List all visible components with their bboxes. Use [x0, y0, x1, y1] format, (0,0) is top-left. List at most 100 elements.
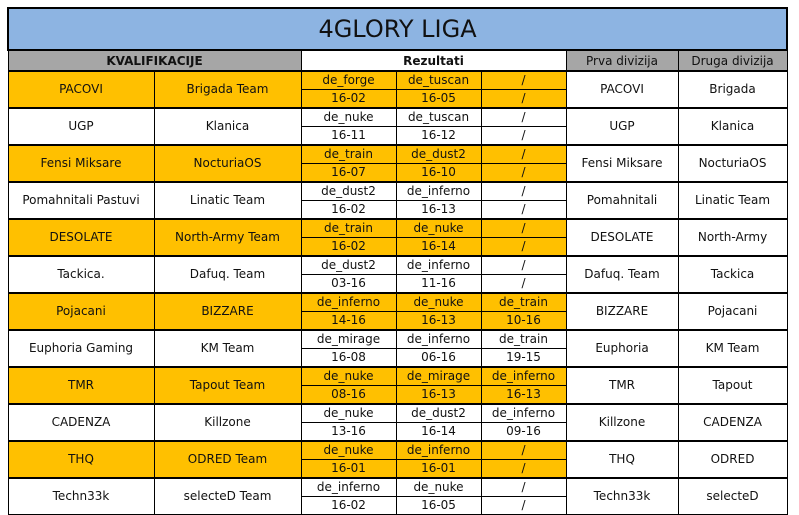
map-name: /	[480, 70, 567, 90]
header-druga-divizija: Druga divizija	[677, 49, 788, 72]
map-name: de_nuke	[300, 403, 397, 423]
map-name: de_mirage	[300, 329, 397, 349]
map-name: de_dust2	[395, 403, 482, 423]
map-score: 16-14	[395, 422, 482, 442]
header-rezultati: Rezultati	[300, 49, 567, 72]
druga-divizija-team: Linatic Team	[677, 181, 788, 220]
team-1: THQ	[7, 440, 155, 479]
map-name: de_mirage	[395, 366, 482, 386]
map-score: 16-14	[395, 237, 482, 257]
header-prva-divizija: Prva divizija	[565, 49, 679, 72]
druga-divizija-team: Klanica	[677, 107, 788, 146]
map-name: de_train	[480, 292, 567, 312]
druga-divizija-team: ODRED	[677, 440, 788, 479]
map-name: de_inferno	[395, 181, 482, 201]
map-name: de_train	[300, 144, 397, 164]
map-score: 09-16	[480, 422, 567, 442]
team-1: Fensi Miksare	[7, 144, 155, 183]
map-name: /	[480, 144, 567, 164]
map-name: de_dust2	[300, 181, 397, 201]
map-name: de_train	[300, 218, 397, 238]
map-name: de_nuke	[300, 366, 397, 386]
map-score: /	[480, 459, 567, 479]
map-score: 16-01	[395, 459, 482, 479]
map-name: /	[480, 255, 567, 275]
team-1: Pojacani	[7, 292, 155, 331]
map-name: de_nuke	[395, 477, 482, 497]
match-row: UGP Klanica de_nuke de_tuscan / UGP Klanica	[7, 107, 788, 146]
map-score: 13-16	[300, 422, 397, 442]
prva-divizija-team: BIZZARE	[565, 292, 679, 331]
map-score: 08-16	[300, 385, 397, 405]
prva-divizija-team: THQ	[565, 440, 679, 479]
map-score: 10-16	[480, 311, 567, 331]
prva-divizija-team: Fensi Miksare	[565, 144, 679, 183]
map-score: 16-13	[395, 200, 482, 220]
league-title: 4GLORY LIGA	[6, 7, 789, 51]
prva-divizija-team: Euphoria	[565, 329, 679, 368]
map-name: /	[480, 181, 567, 201]
map-score: 16-10	[395, 163, 482, 183]
match-row: CADENZA Killzone de_nuke de_dust2 de_inferno…	[7, 403, 788, 442]
druga-divizija-team: selecteD	[677, 477, 788, 515]
match-row: Pomahnitali Pastuvi Linatic Team de_dust2 d…	[7, 181, 788, 220]
map-name: de_dust2	[300, 255, 397, 275]
map-name: de_inferno	[395, 329, 482, 349]
map-score: 16-07	[300, 163, 397, 183]
map-name: /	[480, 107, 567, 127]
prva-divizija-team: DESOLATE	[565, 218, 679, 257]
map-score: /	[480, 274, 567, 294]
map-name: de_dust2	[395, 144, 482, 164]
team-2: NocturiaOS	[153, 144, 302, 183]
map-name: de_inferno	[480, 403, 567, 423]
team-1: TMR	[7, 366, 155, 405]
match-row: PACOVI Brigada Team de_forge de_tuscan / PACO…	[7, 70, 788, 109]
map-score: 16-01	[300, 459, 397, 479]
team-1: UGP	[7, 107, 155, 146]
team-1: CADENZA	[7, 403, 155, 442]
druga-divizija-team: Brigada	[677, 70, 788, 109]
map-name: /	[480, 477, 567, 497]
match-row: THQ ODRED Team de_nuke de_inferno / THQ ODRED	[7, 440, 788, 479]
match-row: Tackica. Dafuq. Team de_dust2 de_inferno / Da…	[7, 255, 788, 294]
map-name: de_tuscan	[395, 70, 482, 90]
team-2: Killzone	[153, 403, 302, 442]
map-score: 16-02	[300, 200, 397, 220]
map-name: de_nuke	[300, 107, 397, 127]
prva-divizija-team: Pomahnitali	[565, 181, 679, 220]
prva-divizija-team: Dafuq. Team	[565, 255, 679, 294]
map-score: 16-08	[300, 348, 397, 368]
map-name: /	[480, 218, 567, 238]
team-1: DESOLATE	[7, 218, 155, 257]
map-score: 16-02	[300, 89, 397, 109]
team-1: PACOVI	[7, 70, 155, 109]
map-name: de_nuke	[300, 440, 397, 460]
team-2: KM Team	[153, 329, 302, 368]
team-2: Dafuq. Team	[153, 255, 302, 294]
map-score: 16-13	[480, 385, 567, 405]
map-name: de_inferno	[300, 292, 397, 312]
map-name: de_train	[480, 329, 567, 349]
map-score: /	[480, 237, 567, 257]
map-score: /	[480, 200, 567, 220]
match-row: Techn33k selecteD Team de_inferno de_nuke / T…	[7, 477, 788, 515]
map-score: 03-16	[300, 274, 397, 294]
druga-divizija-team: Pojacani	[677, 292, 788, 331]
map-name: de_forge	[300, 70, 397, 90]
map-score: 14-16	[300, 311, 397, 331]
team-2: Tapout Team	[153, 366, 302, 405]
druga-divizija-team: KM Team	[677, 329, 788, 368]
map-score: /	[480, 163, 567, 183]
druga-divizija-team: CADENZA	[677, 403, 788, 442]
match-row: TMR Tapout Team de_nuke de_mirage de_inferno…	[7, 366, 788, 405]
map-score: 16-13	[395, 311, 482, 331]
druga-divizija-team: North-Army	[677, 218, 788, 257]
map-name: de_inferno	[395, 255, 482, 275]
map-score: 19-15	[480, 348, 567, 368]
map-score: 16-13	[395, 385, 482, 405]
map-name: de_inferno	[300, 477, 397, 497]
map-score: 06-16	[395, 348, 482, 368]
prva-divizija-team: Techn33k	[565, 477, 679, 515]
map-score: 11-16	[395, 274, 482, 294]
map-name: /	[480, 440, 567, 460]
